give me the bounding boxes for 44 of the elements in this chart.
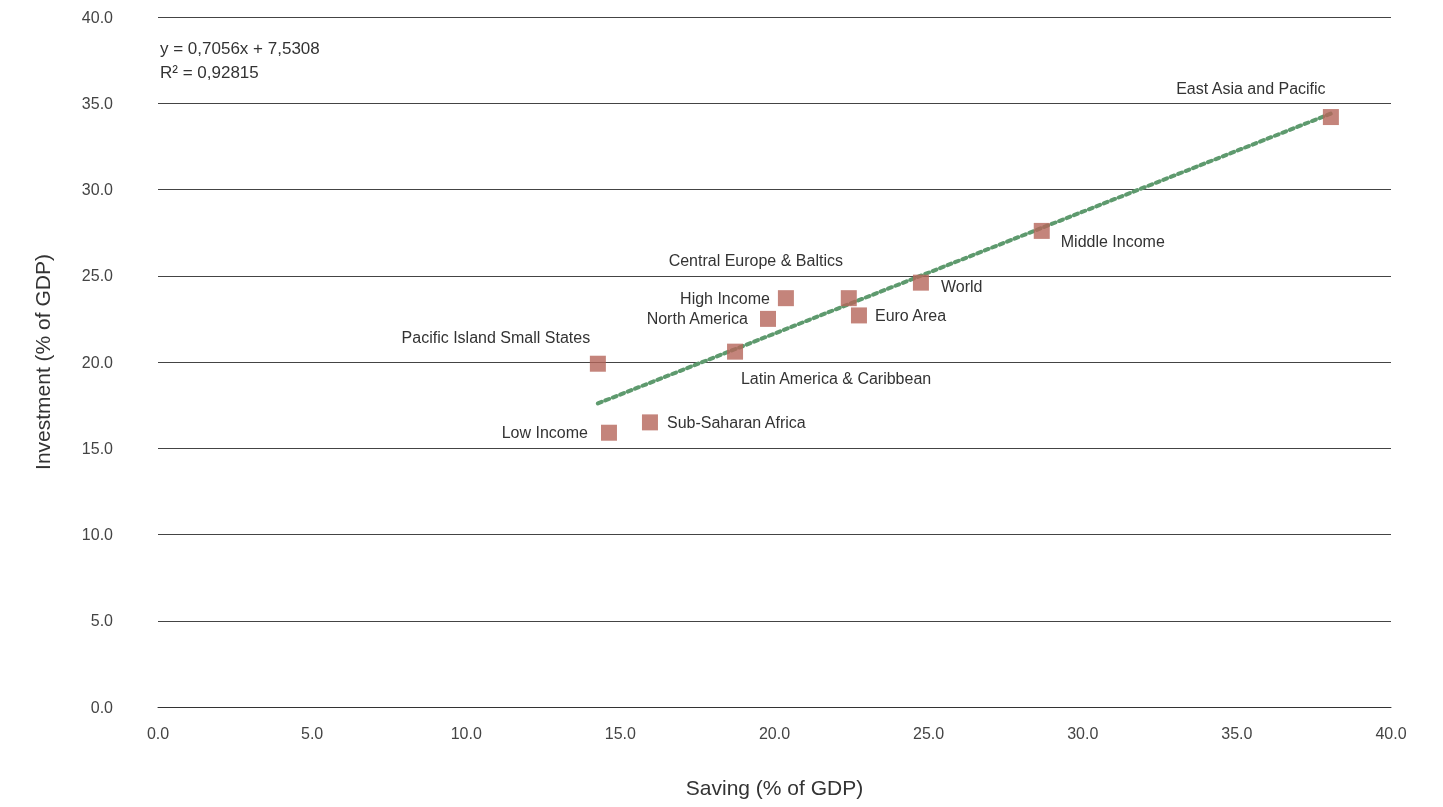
point [641,414,658,431]
y-tick-label: 40.0 [81,8,114,26]
point [850,307,867,324]
annotation: High Income [680,289,770,307]
point [600,424,617,441]
annotation: World [940,278,983,296]
x-axis-title: Saving (% of GDP) [685,776,864,799]
annotation: Middle Income [1060,233,1165,251]
annotation: y = 0,7056x + 7,5308 [160,39,320,58]
annotation: Pacific Island Small States [401,329,591,347]
y-tick-label: 30.0 [81,181,114,198]
x-tick-label: 25.0 [913,724,945,742]
point [760,310,777,327]
point [589,355,606,372]
x-tick-label: 0.0 [146,724,170,742]
annotation: Euro Area [874,306,947,324]
annotation: Sub-Saharan Africa [666,413,806,431]
annotation: East Asia and Pacific [1176,79,1326,97]
point [777,290,794,307]
point [840,290,857,307]
annotation: Latin America & Caribbean [740,370,932,388]
y-tick-label: 5.0 [90,612,114,630]
x-tick-label: 20.0 [758,724,791,742]
point [727,343,744,360]
y-axis-title: Investment (% of GDP) [31,254,54,470]
x-tick-label: 35.0 [1221,724,1253,742]
point [912,274,929,291]
x-tick-label: 10.0 [450,724,482,742]
annotation: Low Income [501,424,589,442]
point [1033,222,1050,239]
annotation: Central Europe & Baltics [668,251,843,269]
annotation: R² = 0,92815 [160,63,259,82]
x-tick-label: 30.0 [1067,724,1099,742]
y-tick-label: 0.0 [90,698,114,716]
annotation: North America [646,310,749,328]
y-tick-label: 20.0 [81,353,114,371]
x-tick-label: 15.0 [604,724,637,742]
x-tick-label: 40.0 [1375,724,1407,742]
y-tick-label: 35.0 [81,94,114,112]
point [1322,109,1339,126]
y-tick-label: 15.0 [81,439,114,457]
y-tick-label: 25.0 [81,267,114,285]
y-tick-label: 10.0 [81,526,114,543]
x-tick-label: 5.0 [301,724,324,742]
